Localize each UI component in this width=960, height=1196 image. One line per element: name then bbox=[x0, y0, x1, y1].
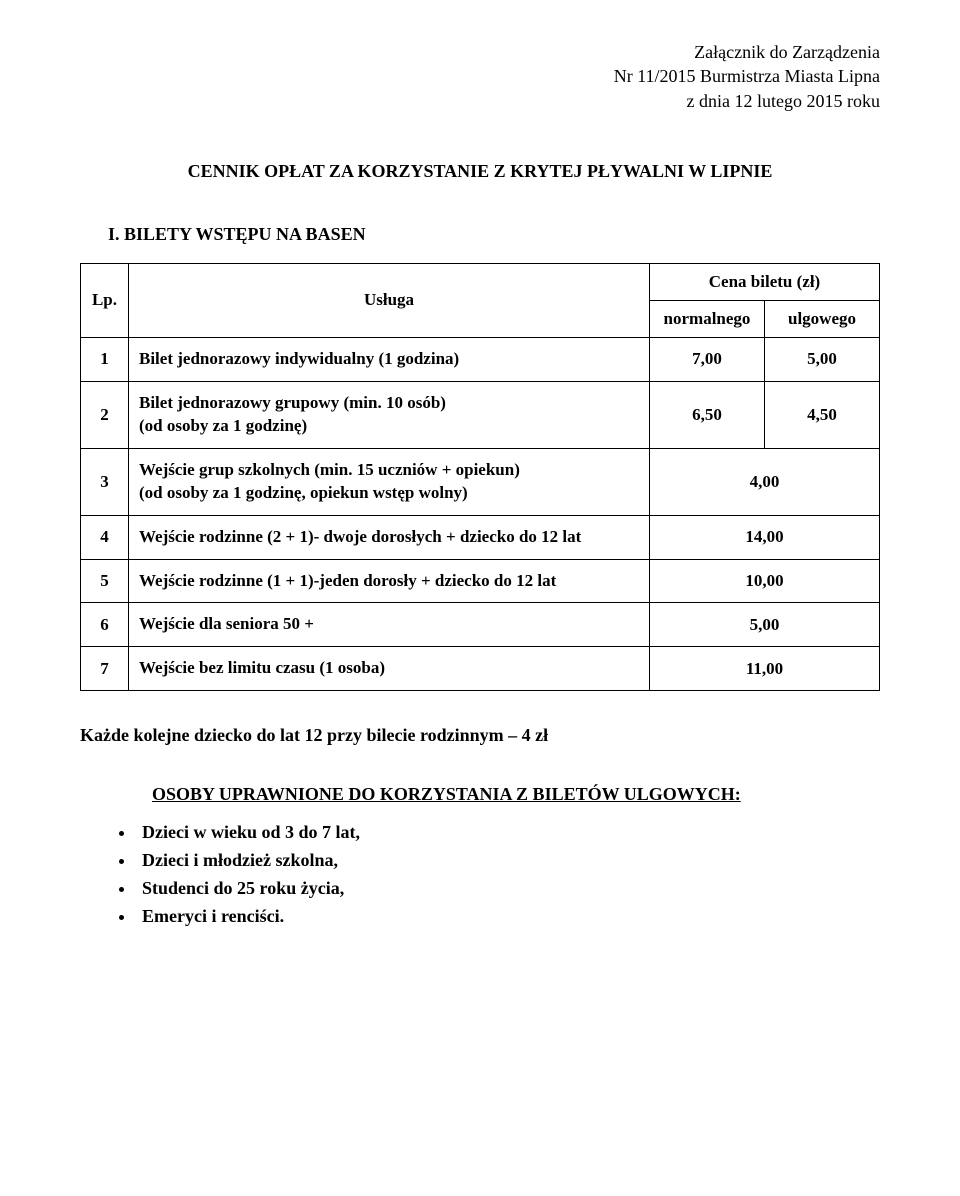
list-item: Dzieci w wieku od 3 do 7 lat, bbox=[136, 819, 880, 847]
cell-lp: 7 bbox=[81, 647, 129, 691]
cell-price-normal: 7,00 bbox=[650, 337, 765, 381]
family-note: Każde kolejne dziecko do lat 12 przy bil… bbox=[80, 725, 880, 746]
table-row: 3Wejście grup szkolnych (min. 15 uczniów… bbox=[81, 448, 880, 515]
list-item: Dzieci i młodzież szkolna, bbox=[136, 847, 880, 875]
price-table: Lp. Usługa Cena biletu (zł) normalnego u… bbox=[80, 263, 880, 691]
attachment-line-2: Nr 11/2015 Burmistrza Miasta Lipna bbox=[80, 64, 880, 88]
table-row: 7Wejście bez limitu czasu (1 osoba)11,00 bbox=[81, 647, 880, 691]
cell-service: Wejście dla seniora 50 + bbox=[129, 603, 650, 647]
cell-service: Bilet jednorazowy indywidualny (1 godzin… bbox=[129, 337, 650, 381]
document-page: Załącznik do Zarządzenia Nr 11/2015 Burm… bbox=[0, 0, 960, 1196]
cell-price-merged: 14,00 bbox=[650, 515, 880, 559]
cell-price-merged: 10,00 bbox=[650, 559, 880, 603]
list-item: Emeryci i renciści. bbox=[136, 903, 880, 931]
cell-service: Wejście grup szkolnych (min. 15 uczniów … bbox=[129, 448, 650, 515]
eligible-title: OSOBY UPRAWNIONE DO KORZYSTANIA Z BILETÓ… bbox=[152, 784, 880, 805]
main-title: CENNIK OPŁAT ZA KORZYSTANIE Z KRYTEJ PŁY… bbox=[80, 161, 880, 182]
table-row: 2Bilet jednorazowy grupowy (min. 10 osób… bbox=[81, 381, 880, 448]
table-row: 1Bilet jednorazowy indywidualny (1 godzi… bbox=[81, 337, 880, 381]
attachment-line-1: Załącznik do Zarządzenia bbox=[80, 40, 880, 64]
eligible-list: Dzieci w wieku od 3 do 7 lat,Dzieci i mł… bbox=[80, 819, 880, 931]
col-header-service: Usługa bbox=[129, 263, 650, 337]
cell-lp: 5 bbox=[81, 559, 129, 603]
cell-lp: 2 bbox=[81, 381, 129, 448]
cell-lp: 6 bbox=[81, 603, 129, 647]
cell-lp: 4 bbox=[81, 515, 129, 559]
col-header-normal: normalnego bbox=[650, 300, 765, 337]
cell-lp: 3 bbox=[81, 448, 129, 515]
cell-service: Bilet jednorazowy grupowy (min. 10 osób)… bbox=[129, 381, 650, 448]
col-header-price-group: Cena biletu (zł) bbox=[650, 263, 880, 300]
attachment-line-3: z dnia 12 lutego 2015 roku bbox=[80, 89, 880, 113]
cell-price-merged: 5,00 bbox=[650, 603, 880, 647]
cell-price-discount: 4,50 bbox=[765, 381, 880, 448]
table-row: 5Wejście rodzinne (1 + 1)-jeden dorosły … bbox=[81, 559, 880, 603]
cell-price-discount: 5,00 bbox=[765, 337, 880, 381]
price-table-body: 1Bilet jednorazowy indywidualny (1 godzi… bbox=[81, 337, 880, 690]
cell-lp: 1 bbox=[81, 337, 129, 381]
cell-price-merged: 11,00 bbox=[650, 647, 880, 691]
cell-price-normal: 6,50 bbox=[650, 381, 765, 448]
list-item: Studenci do 25 roku życia, bbox=[136, 875, 880, 903]
col-header-discount: ulgowego bbox=[765, 300, 880, 337]
table-row: 6Wejście dla seniora 50 +5,00 bbox=[81, 603, 880, 647]
cell-service: Wejście bez limitu czasu (1 osoba) bbox=[129, 647, 650, 691]
section-title: I. BILETY WSTĘPU NA BASEN bbox=[108, 224, 880, 245]
col-header-lp: Lp. bbox=[81, 263, 129, 337]
cell-service: Wejście rodzinne (2 + 1)- dwoje dorosłyc… bbox=[129, 515, 650, 559]
attachment-block: Załącznik do Zarządzenia Nr 11/2015 Burm… bbox=[80, 40, 880, 113]
table-row: 4Wejście rodzinne (2 + 1)- dwoje dorosły… bbox=[81, 515, 880, 559]
cell-service: Wejście rodzinne (1 + 1)-jeden dorosły +… bbox=[129, 559, 650, 603]
cell-price-merged: 4,00 bbox=[650, 448, 880, 515]
